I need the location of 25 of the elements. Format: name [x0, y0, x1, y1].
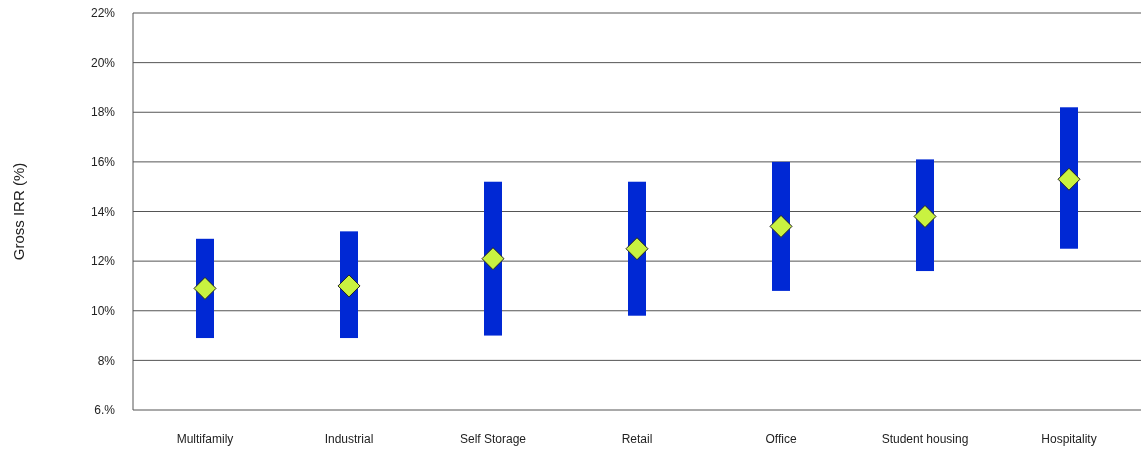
point [769, 214, 793, 238]
y-tick-label: 16% [90, 155, 116, 170]
x-tick-label: Retail [621, 432, 653, 446]
x-tick-label: Industrial [324, 432, 374, 446]
y-tick-label: 12% [90, 254, 116, 269]
point [193, 276, 217, 300]
point [481, 247, 505, 271]
y-tick-label: 10% [90, 303, 116, 318]
point [1057, 167, 1081, 191]
y-tick-label: 14% [90, 204, 116, 219]
y-tick-label: 8% [97, 353, 116, 368]
point [625, 237, 649, 261]
y-axis-title: Gross IRR (%) [10, 162, 27, 261]
point [337, 274, 361, 298]
point [913, 204, 937, 228]
y-tick-label: 6.% [94, 403, 116, 418]
x-tick-label: Self Storage [459, 432, 527, 446]
x-tick-label: Office [765, 432, 797, 446]
x-tick-label: Student housing [881, 432, 969, 446]
x-tick-label: Hospitality [1041, 432, 1097, 446]
y-tick-label: 20% [90, 55, 116, 70]
x-tick-label: Multifamily [176, 432, 234, 446]
y-tick-label: 22% [90, 6, 116, 21]
y-tick-label: 18% [90, 105, 116, 120]
bar [484, 181, 502, 336]
